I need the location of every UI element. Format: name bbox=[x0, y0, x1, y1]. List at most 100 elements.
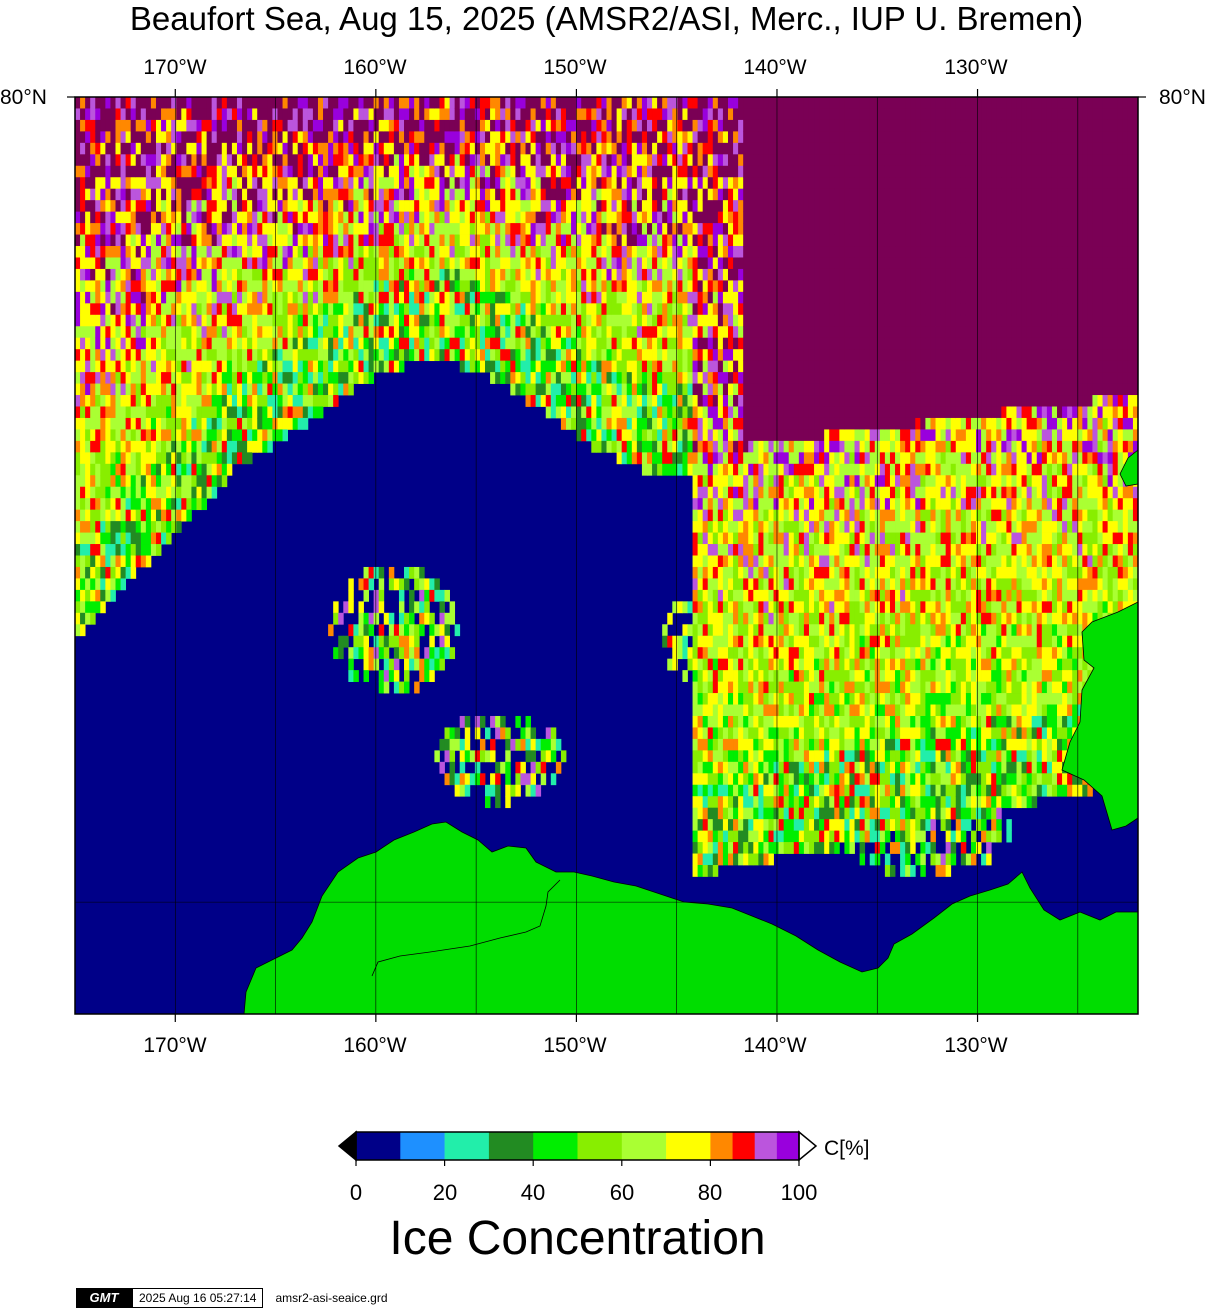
ice-cell bbox=[75, 406, 81, 419]
ice-cell bbox=[267, 440, 273, 453]
ice-cell bbox=[621, 223, 628, 235]
ice-cell bbox=[667, 257, 673, 270]
ice-cell bbox=[596, 246, 602, 258]
ice-cell bbox=[682, 406, 688, 419]
ice-cell bbox=[135, 337, 142, 350]
ice-cell bbox=[307, 303, 314, 316]
ice-cell bbox=[383, 349, 390, 362]
ice-cell bbox=[581, 291, 587, 304]
ice-cell bbox=[434, 165, 440, 178]
ice-cell bbox=[368, 612, 375, 625]
ice-cell bbox=[419, 154, 425, 167]
ice-cell bbox=[738, 773, 744, 786]
ice-cell bbox=[161, 417, 167, 430]
ice-cell bbox=[297, 268, 304, 281]
ice-cell bbox=[120, 326, 127, 339]
ice-cell bbox=[712, 463, 719, 476]
ice-cell bbox=[672, 337, 678, 350]
ice-cell bbox=[130, 383, 137, 396]
ice-cell bbox=[758, 223, 764, 235]
ice-cell bbox=[317, 372, 324, 384]
ice-cell bbox=[378, 246, 385, 258]
ice-cell bbox=[226, 165, 233, 178]
ice-cell bbox=[717, 727, 724, 740]
ice-cell bbox=[135, 395, 142, 407]
ice-cell bbox=[145, 165, 152, 178]
ice-cell bbox=[743, 154, 749, 167]
ice-cell bbox=[738, 658, 744, 671]
ice-cell bbox=[733, 784, 739, 797]
ice-cell bbox=[495, 314, 501, 327]
ice-cell bbox=[490, 223, 496, 235]
ice-cell bbox=[652, 211, 658, 224]
ice-cell bbox=[257, 395, 263, 407]
ice-cell bbox=[206, 452, 213, 465]
ice-cell bbox=[495, 119, 501, 132]
ice-cell bbox=[110, 395, 116, 407]
ice-cell bbox=[474, 326, 481, 339]
ice-cell bbox=[272, 349, 278, 362]
ice-cell bbox=[682, 177, 688, 190]
ice-cell bbox=[110, 475, 116, 488]
ice-cell bbox=[697, 142, 704, 155]
ice-cell bbox=[181, 303, 187, 316]
ice-cell bbox=[176, 337, 182, 350]
ice-cell bbox=[469, 142, 476, 155]
ice-cell bbox=[581, 119, 587, 132]
ice-cell bbox=[702, 555, 709, 568]
ice-cell bbox=[682, 291, 688, 304]
ice-cell bbox=[581, 303, 587, 316]
ice-cell bbox=[90, 578, 96, 591]
ice-cell bbox=[201, 406, 208, 419]
ice-cell bbox=[449, 142, 456, 155]
ice-cell bbox=[267, 257, 273, 270]
ice-cell bbox=[166, 395, 172, 407]
ice-cell bbox=[500, 223, 506, 235]
ice-cell bbox=[145, 429, 152, 442]
ice-cell bbox=[216, 177, 223, 190]
ice-cell bbox=[323, 119, 329, 132]
ice-cell bbox=[388, 268, 395, 281]
ice-cell bbox=[576, 383, 582, 396]
ice-cell bbox=[414, 658, 420, 671]
ice-cell bbox=[626, 429, 633, 442]
ice-cell bbox=[692, 119, 699, 132]
ice-cell bbox=[161, 257, 167, 270]
ice-cell bbox=[383, 177, 390, 190]
ice-cell bbox=[722, 452, 729, 465]
ice-cell bbox=[550, 326, 557, 339]
ice-cell bbox=[601, 188, 607, 201]
ice-cell bbox=[576, 337, 582, 350]
ice-cell bbox=[743, 681, 749, 694]
ice-cell bbox=[566, 131, 572, 144]
ice-cell bbox=[145, 280, 152, 293]
ice-cell bbox=[677, 165, 683, 178]
ice-cell bbox=[75, 521, 81, 533]
ice-cell bbox=[135, 211, 142, 224]
ice-cell bbox=[697, 417, 704, 430]
ice-cell bbox=[338, 635, 344, 648]
ice-cell bbox=[206, 314, 213, 327]
ice-cell bbox=[145, 337, 152, 350]
ice-cell bbox=[414, 131, 420, 144]
ice-cell bbox=[449, 280, 456, 293]
ice-cell bbox=[738, 544, 744, 556]
ice-cell bbox=[515, 349, 521, 362]
ice-cell bbox=[155, 268, 162, 281]
ice-cell bbox=[722, 475, 729, 488]
ice-cell bbox=[398, 177, 405, 190]
ice-cell bbox=[606, 291, 612, 304]
ice-cell bbox=[566, 406, 572, 419]
ice-cell bbox=[242, 246, 248, 258]
ice-cell bbox=[510, 234, 516, 247]
ice-cell bbox=[727, 165, 734, 178]
ice-cell bbox=[687, 188, 693, 201]
ice-cell bbox=[171, 326, 177, 339]
ice-cell bbox=[166, 452, 172, 465]
ice-cell bbox=[707, 440, 714, 453]
ice-cell bbox=[161, 349, 167, 362]
ice-cell bbox=[692, 670, 699, 682]
ice-cell bbox=[479, 268, 486, 281]
ice-cell bbox=[707, 612, 714, 625]
ice-cell bbox=[201, 108, 208, 121]
